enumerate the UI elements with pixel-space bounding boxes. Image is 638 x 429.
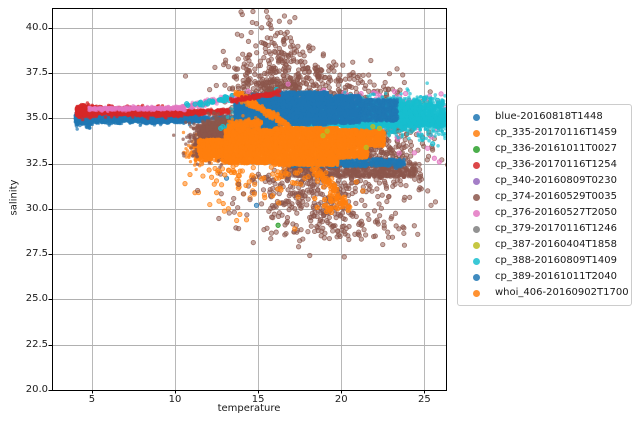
y-axis-label: salinity: [8, 179, 20, 216]
legend-marker-dot: [473, 225, 480, 233]
y-tick-label: 25.0: [25, 293, 48, 305]
legend-entry: cp_376-20160527T2050: [458, 205, 631, 221]
y-tick-label: 27.5: [25, 248, 48, 260]
legend-label: cp_336-20161011T0027: [495, 143, 617, 154]
legend-entry: cp_379-20170116T1246: [458, 221, 631, 237]
legend-entry: cp_336-20161011T0027: [458, 141, 631, 157]
legend-marker-dot: [473, 289, 480, 297]
legend-entry: cp_389-20161011T2040: [458, 269, 631, 285]
legend-entry: cp_374-20160529T0035: [458, 189, 631, 205]
x-tick-label: 20: [334, 394, 348, 405]
legend-marker-dot: [473, 145, 480, 153]
y-tick-label: 20.0: [25, 384, 48, 395]
legend-label: cp_335-20170116T1459: [495, 127, 617, 138]
x-axis-label: temperature: [217, 403, 281, 414]
legend-label: cp_379-20170116T1246: [495, 223, 617, 234]
legend-marker-dot: [473, 193, 480, 201]
legend-entry: blue-20160818T1448: [458, 109, 631, 125]
legend-entry: cp_336-20170116T1254: [458, 157, 631, 173]
legend-entry: cp_335-20170116T1459: [458, 125, 631, 141]
y-tick-label: 30.0: [25, 202, 48, 214]
legend-marker-dot: [473, 113, 480, 121]
legend-label: cp_387-20160404T1858: [495, 239, 617, 250]
legend-entry: whoi_406-20160902T1700: [458, 285, 631, 301]
y-tick-label: 22.5: [25, 338, 48, 350]
legend-label: cp_336-20170116T1254: [495, 159, 617, 170]
legend-marker-dot: [473, 209, 480, 217]
legend-marker-dot: [473, 177, 480, 185]
legend-entry: cp_388-20160809T1409: [458, 253, 631, 269]
legend-marker-dot: [473, 129, 480, 137]
legend-marker-dot: [473, 161, 480, 169]
y-tick-label: 32.5: [25, 157, 48, 169]
legend-entry: cp_340-20160809T0230: [458, 173, 631, 189]
legend-marker-dot: [473, 241, 480, 249]
legend-entry: cp_387-20160404T1858: [458, 237, 631, 253]
x-tick-label: 15: [251, 394, 265, 405]
legend-label: cp_374-20160529T0035: [495, 191, 617, 202]
y-tick-label: 37.5: [25, 67, 48, 79]
x-tick-label: 25: [418, 394, 431, 405]
legend-label: cp_376-20160527T2050: [495, 207, 617, 218]
y-tick-label: 35.0: [25, 112, 48, 124]
x-tick-label: 10: [168, 394, 182, 405]
legend-label: cp_340-20160809T0230: [495, 175, 617, 186]
legend-label: cp_388-20160809T1409: [495, 255, 617, 266]
y-tick-label: 40.0: [25, 21, 48, 33]
legend-label: blue-20160818T1448: [495, 111, 603, 122]
x-tick-label: 5: [88, 394, 96, 405]
legend-marker-dot: [473, 257, 480, 265]
legend-marker-dot: [473, 273, 480, 281]
legend-label: whoi_406-20160902T1700: [495, 287, 629, 298]
legend-label: cp_389-20161011T2040: [495, 271, 617, 282]
